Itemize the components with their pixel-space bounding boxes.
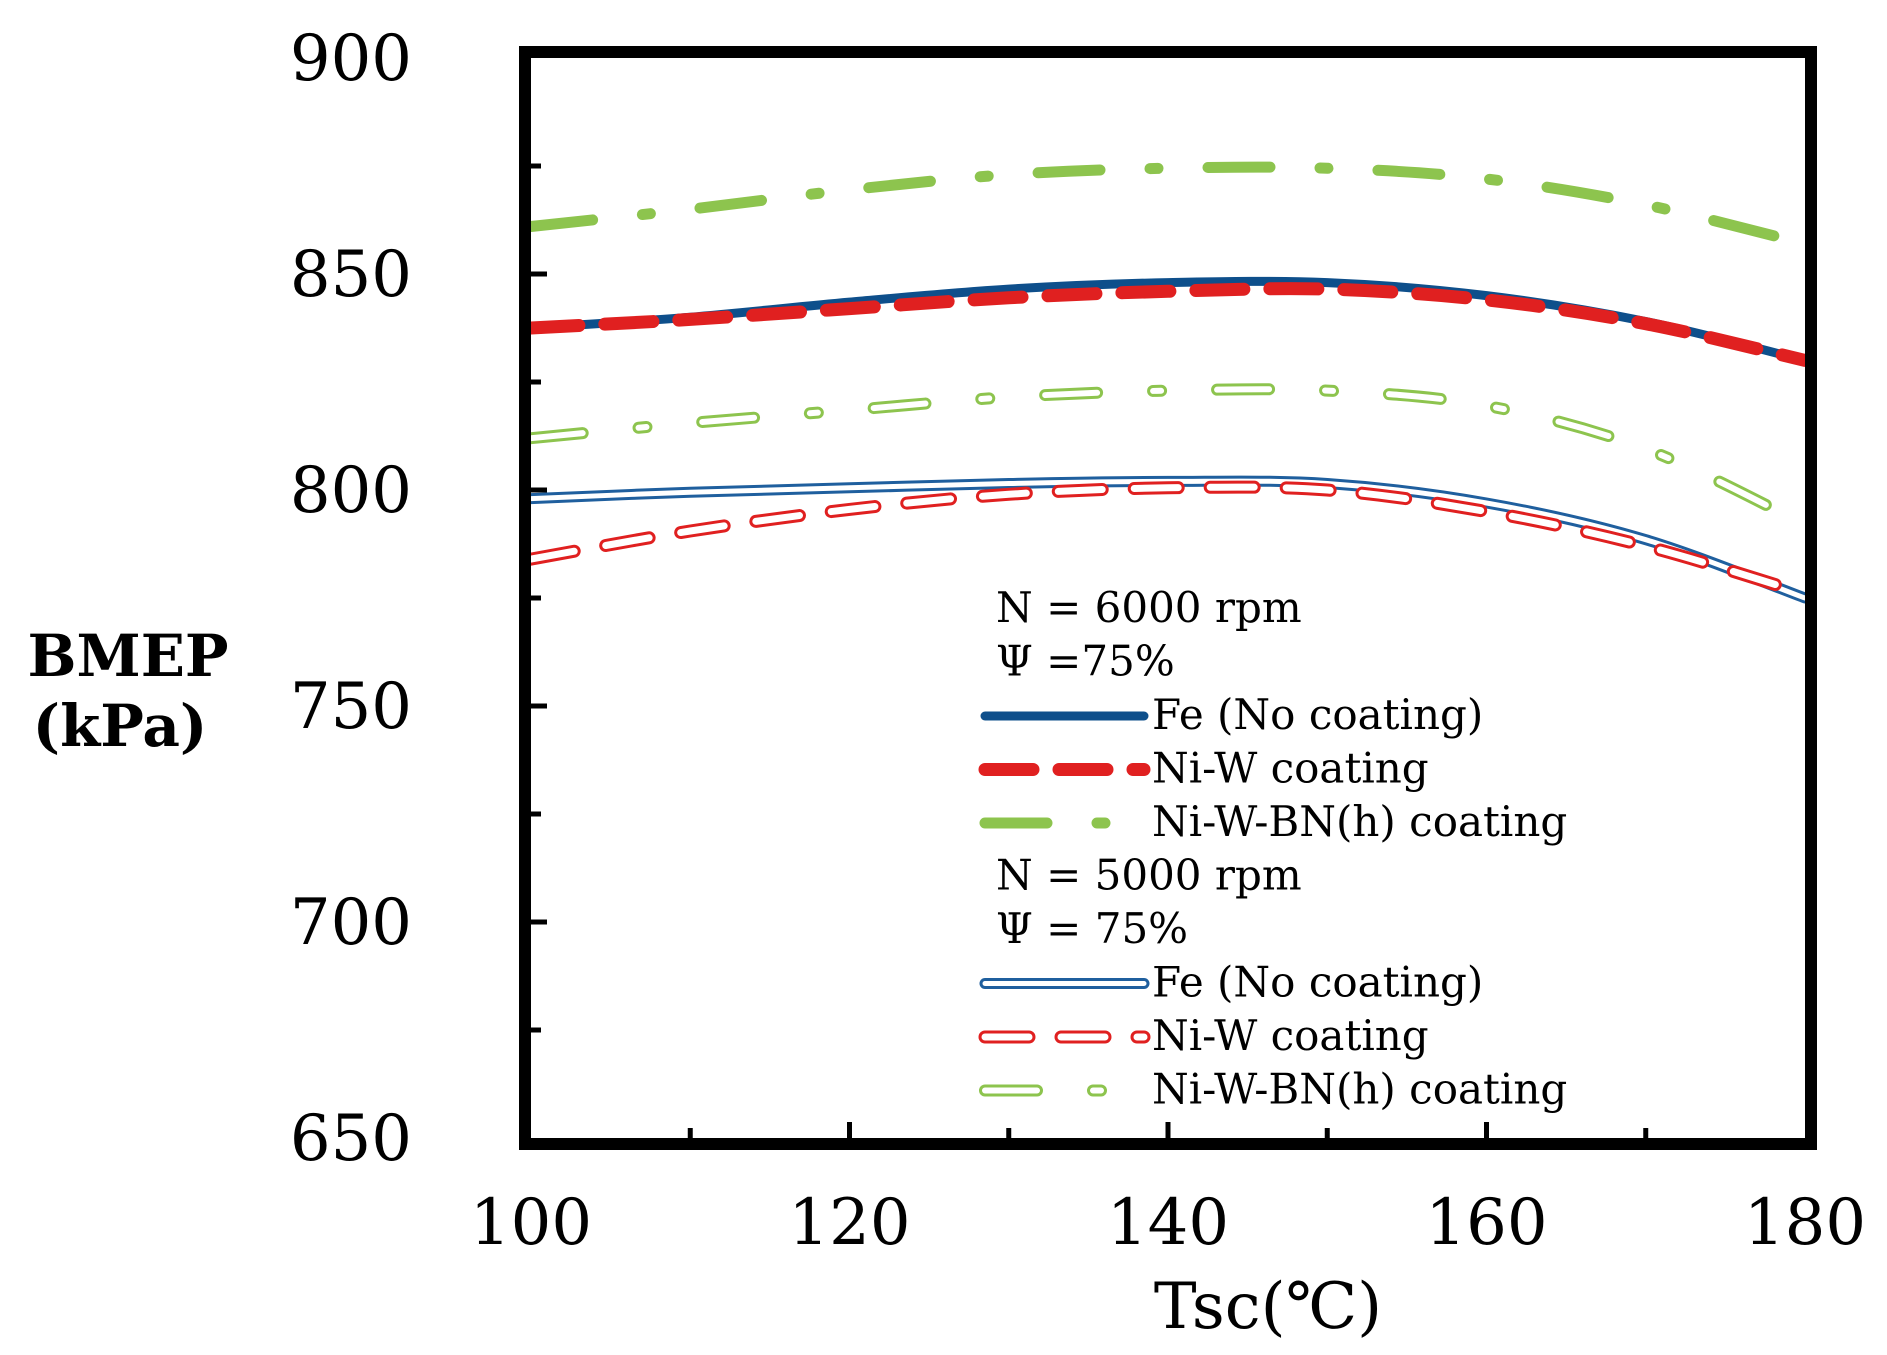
- legend-header-1-1: Ψ = 75%: [996, 904, 1188, 953]
- plot-frame: [519, 46, 1817, 1150]
- series-5: [525, 383, 1811, 531]
- x-tick-label-140: 140: [1107, 1186, 1229, 1260]
- x-tick-label-160: 160: [1425, 1186, 1547, 1260]
- x-tick-label-100: 100: [470, 1186, 592, 1260]
- series-1: [524, 282, 1812, 367]
- legend-item-5: Ni-W-BN(h) coating: [979, 1065, 1567, 1114]
- legend-label-1: Ni-W coating: [1152, 744, 1429, 793]
- legend-item-3: Fe (No coating): [979, 958, 1483, 1007]
- y-tick-label-800: 800: [290, 454, 412, 528]
- x-tick-label-120: 120: [788, 1186, 910, 1260]
- legend-header-1-0: N = 5000 rpm: [996, 851, 1302, 900]
- legend-label-5: Ni-W-BN(h) coating: [1152, 1065, 1567, 1114]
- y-axis-title-line2: (kPa): [33, 692, 208, 760]
- y-tick-label-850: 850: [290, 238, 412, 312]
- y-tick-label-700: 700: [290, 886, 412, 960]
- y-tick-label-750: 750: [290, 670, 412, 744]
- series-layer: [524, 161, 1812, 604]
- legend-label-2: Ni-W-BN(h) coating: [1152, 797, 1567, 846]
- y-tick-label-900: 900: [290, 22, 412, 96]
- series-line-4-core: [527, 483, 1809, 598]
- legend-item-2: Ni-W-BN(h) coating: [979, 797, 1567, 846]
- tick-layer: 100 120 140 160 180 650 700 750 800 850 900: [290, 22, 1866, 1260]
- series-2: [525, 161, 1811, 250]
- legend-label-4: Ni-W coating: [1152, 1011, 1429, 1060]
- legend-header-0-1: Ψ =75%: [996, 637, 1175, 686]
- y-axis-title-line1: BMEP: [27, 622, 228, 690]
- legend-label-0: Fe (No coating): [1152, 690, 1483, 739]
- legend-item-4: Ni-W coating: [978, 1011, 1429, 1060]
- x-axis-title: Tsc(℃): [1154, 1270, 1382, 1344]
- series-line-5-core: [528, 386, 1808, 528]
- y-tick-label-650: 650: [290, 1102, 412, 1176]
- series-line-1: [524, 282, 1812, 367]
- legend-header-0-0: N = 6000 rpm: [996, 583, 1302, 632]
- legend-item-0: Fe (No coating): [980, 690, 1483, 739]
- series-4: [524, 480, 1812, 601]
- legend-item-1: Ni-W coating: [978, 744, 1429, 793]
- series-line-2: [525, 161, 1811, 250]
- x-tick-label-180: 180: [1744, 1186, 1866, 1260]
- legend-label-3: Fe (No coating): [1152, 958, 1483, 1007]
